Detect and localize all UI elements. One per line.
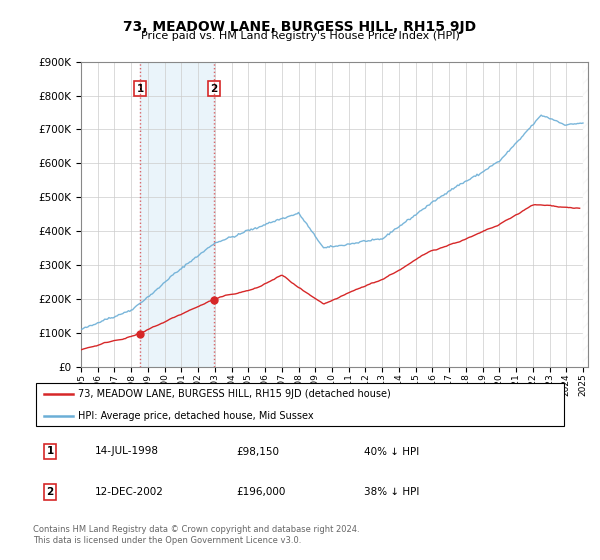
Bar: [583, 62, 588, 367]
Text: 1: 1: [46, 446, 54, 456]
Bar: [140, 62, 214, 367]
Text: 40% ↓ HPI: 40% ↓ HPI: [364, 446, 419, 456]
Text: 2: 2: [211, 84, 218, 94]
Text: 2: 2: [46, 487, 54, 497]
Text: £196,000: £196,000: [236, 487, 285, 497]
Text: 1: 1: [137, 84, 144, 94]
Text: HPI: Average price, detached house, Mid Sussex: HPI: Average price, detached house, Mid …: [79, 410, 314, 421]
Text: 14-JUL-1998: 14-JUL-1998: [94, 446, 158, 456]
Text: 73, MEADOW LANE, BURGESS HILL, RH15 9JD: 73, MEADOW LANE, BURGESS HILL, RH15 9JD: [124, 20, 476, 34]
Text: £98,150: £98,150: [236, 446, 279, 456]
Text: 38% ↓ HPI: 38% ↓ HPI: [364, 487, 419, 497]
FancyBboxPatch shape: [35, 382, 565, 427]
Text: Price paid vs. HM Land Registry's House Price Index (HPI): Price paid vs. HM Land Registry's House …: [140, 31, 460, 41]
Text: 12-DEC-2002: 12-DEC-2002: [94, 487, 163, 497]
Bar: [583, 62, 588, 367]
Text: 73, MEADOW LANE, BURGESS HILL, RH15 9JD (detached house): 73, MEADOW LANE, BURGESS HILL, RH15 9JD …: [79, 389, 391, 399]
Text: Contains HM Land Registry data © Crown copyright and database right 2024.
This d: Contains HM Land Registry data © Crown c…: [33, 525, 359, 545]
